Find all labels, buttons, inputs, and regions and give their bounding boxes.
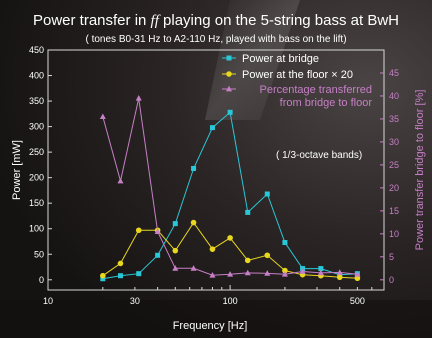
y2-tick-label: 10: [389, 229, 399, 239]
data-point-percentage: [281, 271, 288, 277]
chart-subtitle: ( tones B0-31 Hz to A2-110 Hz, played wi…: [85, 34, 346, 45]
data-point-bridge: [264, 191, 270, 197]
data-point-floor: [244, 257, 251, 264]
data-point-floor: [172, 247, 179, 254]
y-tick-label: 450: [29, 45, 44, 55]
y-tick-label: 350: [29, 96, 44, 106]
data-point-bridge: [155, 252, 161, 258]
data-point-bridge: [100, 276, 106, 282]
y-tick-label: 400: [29, 71, 44, 81]
data-point-floor: [264, 252, 271, 259]
legend-marker-0: [226, 55, 232, 61]
series-line-2: [102, 98, 358, 276]
data-point-bridge: [318, 266, 324, 272]
legend-marker-2: [226, 85, 232, 92]
y-tick-label: 50: [34, 249, 44, 259]
y2-tick-label: 15: [389, 206, 399, 216]
legend-label-0: Power at bridge: [242, 53, 319, 65]
y-tick-label: 250: [29, 147, 44, 157]
data-point-bridge: [191, 165, 197, 171]
band-annotation: ( 1/3-octave bands): [276, 150, 362, 161]
data-point-bridge: [136, 271, 142, 277]
legend-label-2-line-0: Percentage transferred: [259, 84, 372, 96]
data-point-percentage: [336, 269, 343, 275]
data-point-percentage: [154, 228, 161, 234]
title-part-2: playing on the 5-string bass at BwH: [159, 12, 399, 29]
data-point-floor: [117, 260, 124, 267]
title-dynamic: ff: [151, 13, 161, 29]
data-point-bridge: [282, 240, 288, 246]
data-point-floor: [209, 246, 216, 252]
data-point-floor: [282, 267, 288, 274]
plot-frame: [47, 49, 385, 291]
y2-tick-label: 45: [389, 68, 399, 78]
legend-marker-1: [226, 71, 232, 77]
legend-label-1: Power at the floor × 20: [242, 69, 353, 81]
x-axis-label: Frequency [Hz]: [173, 320, 248, 332]
data-point-floor: [354, 275, 361, 282]
data-point-percentage: [317, 269, 324, 276]
data-point-percentage: [227, 271, 234, 277]
data-point-bridge: [209, 125, 215, 131]
data-point-percentage: [264, 270, 271, 276]
y2-tick-label: 20: [389, 183, 399, 193]
plot-area-border: [47, 49, 385, 291]
title-part-1: Power transfer in: [33, 12, 151, 29]
y-tick-label: 300: [29, 122, 44, 132]
data-point-bridge: [227, 109, 233, 115]
data-point-floor: [227, 235, 233, 241]
y2-tick-label: 25: [389, 160, 399, 170]
y-tick-label: 0: [39, 275, 44, 285]
legend-label-2-line-1: from bridge to floor: [280, 97, 373, 109]
y-tick-label: 150: [29, 198, 44, 208]
x-tick-label: 30: [130, 296, 140, 306]
data-point-percentage: [172, 265, 179, 271]
data-point-percentage: [354, 271, 361, 277]
x-tick-label: 100: [223, 296, 238, 306]
data-point-floor: [100, 272, 106, 279]
data-point-bridge: [172, 221, 178, 227]
data-point-percentage: [299, 268, 306, 274]
data-point-floor: [336, 274, 343, 281]
y-tick-label: 200: [29, 173, 44, 183]
data-point-percentage: [99, 113, 106, 120]
x-tick-label: 10: [43, 296, 53, 306]
y2-tick-label: 0: [389, 275, 394, 285]
data-point-floor: [190, 219, 197, 226]
y2-tick-label: 30: [389, 137, 399, 147]
y2-tick-label: 5: [389, 252, 394, 262]
data-point-percentage: [209, 272, 216, 278]
series-line-0: [102, 111, 358, 280]
x-tick-label: 500: [350, 296, 365, 306]
data-point-percentage: [244, 269, 251, 276]
y2-axis-label: Power transfer bridge to floor [%]: [414, 90, 426, 251]
data-point-bridge: [245, 209, 251, 215]
y2-tick-label: 35: [389, 114, 399, 124]
chart-title: Power transfer in ff playing on the 5-st…: [33, 12, 399, 29]
data-point-floor: [135, 227, 142, 234]
data-point-percentage: [190, 265, 197, 271]
data-point-bridge: [117, 273, 123, 279]
y-axis-label: Power [mW]: [11, 140, 23, 200]
data-point-percentage: [117, 177, 124, 184]
axis-ticks: 0 50 100 150 200 250 300 350 400 450 0 5 10 15 20 25 30 3…: [29, 45, 399, 306]
data-point-percentage: [135, 95, 142, 101]
legend: Power at bridge Power at the floor × 20 Pe…: [222, 53, 372, 109]
series-group: [99, 95, 361, 282]
y2-tick-label: 40: [389, 91, 399, 101]
y-tick-label: 100: [29, 224, 44, 234]
